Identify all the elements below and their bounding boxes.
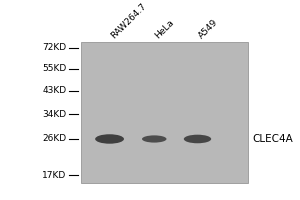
Text: 72KD: 72KD bbox=[42, 43, 66, 52]
Text: 17KD: 17KD bbox=[42, 171, 66, 180]
Text: CLEC4A: CLEC4A bbox=[252, 134, 293, 144]
Ellipse shape bbox=[184, 135, 211, 143]
Text: 55KD: 55KD bbox=[42, 64, 66, 73]
Text: 26KD: 26KD bbox=[42, 134, 66, 143]
Ellipse shape bbox=[95, 134, 124, 144]
Text: RAW264.7: RAW264.7 bbox=[109, 1, 148, 40]
Text: A549: A549 bbox=[197, 17, 220, 40]
FancyBboxPatch shape bbox=[81, 42, 248, 183]
Text: 43KD: 43KD bbox=[42, 86, 66, 95]
Ellipse shape bbox=[142, 135, 167, 143]
Text: HeLa: HeLa bbox=[154, 18, 176, 40]
Text: 34KD: 34KD bbox=[42, 110, 66, 119]
